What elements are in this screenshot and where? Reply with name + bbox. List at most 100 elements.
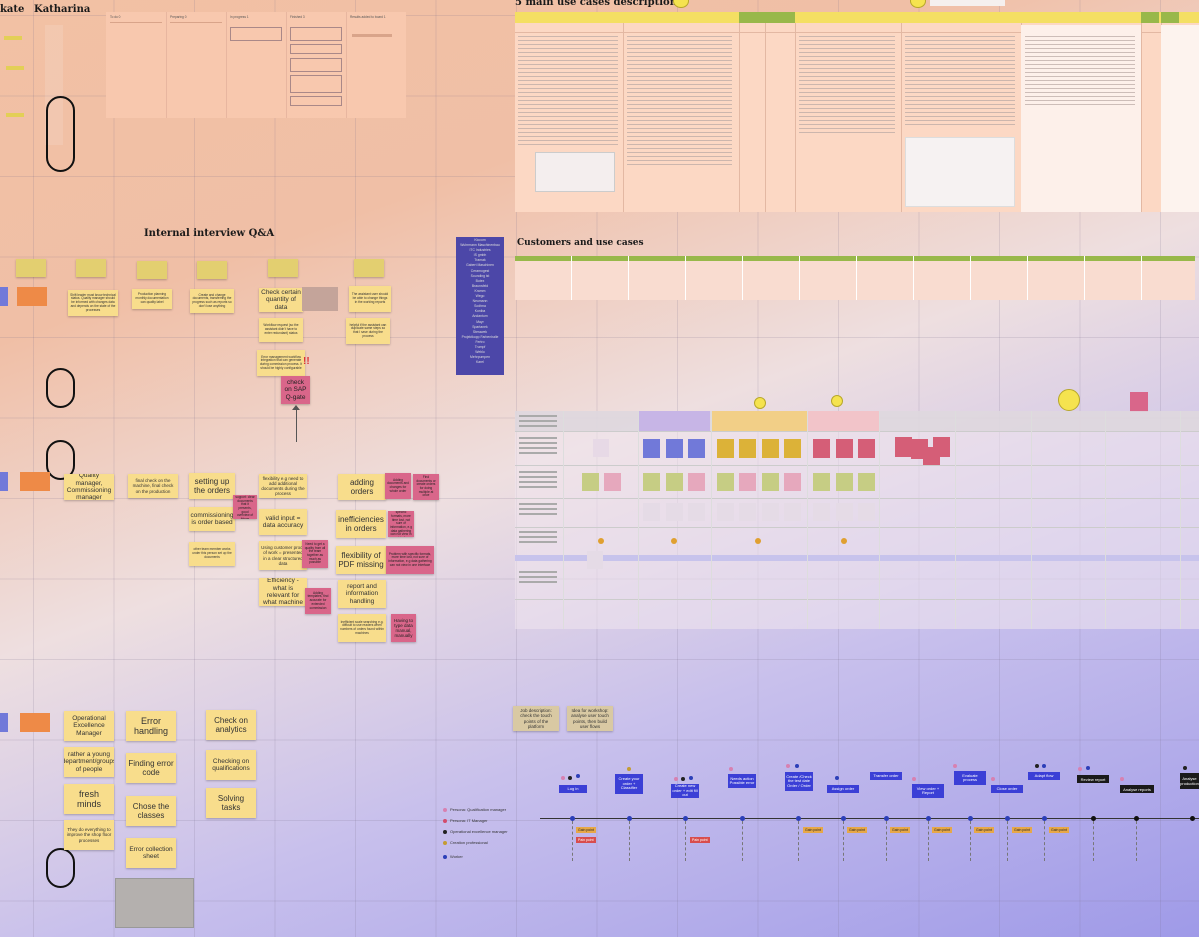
gain-point-tag[interactable]: Gain point bbox=[974, 827, 994, 833]
sticky-note-pink[interactable]: The tool support: clear documents that i… bbox=[233, 495, 257, 519]
customer-list-item[interactable]: Projektkopp Farbenhalle bbox=[461, 334, 499, 339]
sticky-note[interactable]: Operational Excellence Manager bbox=[64, 711, 114, 741]
sticky-note[interactable]: flexibility e.g need to add additional d… bbox=[259, 474, 307, 498]
header-sticky[interactable] bbox=[137, 261, 167, 279]
image-thumbnail[interactable] bbox=[302, 287, 338, 311]
customer-list-item[interactable]: Weblo bbox=[475, 350, 485, 355]
sticky-note-pink[interactable]: Find documents or create orders for doin… bbox=[413, 474, 439, 500]
oval-shape[interactable] bbox=[46, 440, 75, 480]
sticky-note[interactable]: They do everything to improve the shop f… bbox=[64, 820, 114, 850]
customer-list-item[interactable]: Tramak bbox=[474, 258, 486, 263]
sticky-note[interactable]: inefficiencies in orders bbox=[336, 510, 386, 538]
gain-point-tag[interactable]: Gain point bbox=[847, 827, 867, 833]
sticky-note[interactable]: Create and change documents, transferrin… bbox=[190, 289, 234, 313]
journey-step[interactable]: Create new order + edit fill out bbox=[671, 783, 699, 798]
sticky-note[interactable]: setting up the orders bbox=[189, 473, 235, 499]
kanban-card[interactable] bbox=[290, 58, 342, 72]
oval-shape[interactable] bbox=[46, 368, 75, 408]
customer-list-item[interactable]: Andantum bbox=[472, 314, 488, 319]
header-sticky[interactable] bbox=[197, 261, 227, 279]
sticky-note-pink[interactable]: Problem with specific formats, more time… bbox=[386, 546, 434, 574]
sticky-note[interactable]: rather a young department/groups of peop… bbox=[64, 747, 114, 777]
sticky-note[interactable]: Solving tasks bbox=[206, 788, 256, 818]
header-sticky[interactable] bbox=[76, 259, 106, 277]
journey-step[interactable]: Assign order bbox=[827, 785, 859, 793]
journey-step[interactable]: Adapt flow bbox=[1028, 772, 1060, 780]
customer-list[interactable]: Klocom Wuhrmann Maschinenbau ITC Industrie… bbox=[456, 237, 504, 375]
sticky-note-pink[interactable]: Adding documents and changes for whole o… bbox=[385, 473, 411, 499]
photo-thumbnail[interactable] bbox=[115, 878, 194, 928]
customer-list-item[interactable]: Sterawek bbox=[472, 329, 488, 334]
sticky-note[interactable]: report and information handling bbox=[338, 580, 386, 608]
kanban-card[interactable] bbox=[290, 96, 342, 106]
kanban-card[interactable] bbox=[230, 27, 282, 41]
customers-table[interactable] bbox=[515, 256, 1195, 300]
customer-list-item[interactable]: Trumpf bbox=[474, 344, 486, 349]
sticky-note-pink[interactable]: Problem with specific formats, more time… bbox=[388, 511, 414, 537]
gain-point-tag[interactable]: Gain point bbox=[803, 827, 823, 833]
sticky-note[interactable]: Error management workflow integration th… bbox=[257, 350, 305, 376]
pain-point-tag[interactable]: Pain point bbox=[576, 837, 596, 843]
gain-point-tag[interactable]: Gain point bbox=[890, 827, 910, 833]
sticky-note-pink[interactable]: Having to type data manual, manually bbox=[391, 614, 416, 642]
kanban-board[interactable]: To do 0 Preparing 0 In progress 1 Finish… bbox=[106, 12, 406, 118]
diagram-thumbnail[interactable] bbox=[535, 152, 615, 192]
sticky-note[interactable]: commissioning is order based bbox=[189, 507, 235, 531]
customer-list-item[interactable]: Ceramogest bbox=[470, 268, 490, 273]
journey-step[interactable]: Log in bbox=[559, 785, 587, 793]
oval-shape[interactable] bbox=[46, 96, 75, 172]
sticky-note[interactable]: valid input = data accuracy bbox=[259, 509, 307, 535]
sticky-note[interactable]: Idea for workshop: analyse user touch po… bbox=[567, 706, 613, 731]
journey-step[interactable]: Evaluate process bbox=[954, 771, 986, 785]
sticky-note[interactable]: adding orders bbox=[338, 474, 386, 500]
sticky-note[interactable]: helpful if the assistant can duplicate s… bbox=[346, 318, 390, 344]
gain-point-tag[interactable]: Gain point bbox=[576, 827, 596, 833]
customer-list-item[interactable]: Koniba bbox=[474, 309, 486, 314]
customer-list-item[interactable]: Sodtma bbox=[474, 304, 486, 309]
customer-list-item[interactable]: IS gmbh bbox=[473, 253, 487, 258]
sticky-note[interactable]: Efficiency - what is relevant for what m… bbox=[259, 578, 307, 606]
customer-list-item[interactable]: Spartanek bbox=[472, 324, 488, 329]
journey-step[interactable]: Create /Check the test date Order / Orde… bbox=[785, 772, 813, 791]
journey-step[interactable]: Review report bbox=[1077, 775, 1109, 783]
sticky-note[interactable]: final check on the machine, final check … bbox=[128, 474, 178, 498]
kanban-card[interactable] bbox=[290, 27, 342, 41]
sticky-note[interactable]: fresh minds bbox=[64, 784, 114, 814]
sticky-note[interactable]: Checking on qualifications bbox=[206, 750, 256, 780]
sticky-note[interactable]: Finding error code bbox=[126, 753, 176, 783]
matrix-table[interactable] bbox=[515, 411, 1199, 629]
sticky-note[interactable]: Check certain quantity of data bbox=[259, 288, 303, 312]
journey-step[interactable]: Create your order + Classifier bbox=[615, 774, 643, 794]
sticky-note[interactable]: The assistant user should be able to cha… bbox=[349, 286, 391, 312]
journey-step[interactable]: Close order bbox=[991, 785, 1023, 793]
oval-shape[interactable] bbox=[46, 848, 75, 888]
gain-point-tag[interactable]: Gain point bbox=[932, 827, 952, 833]
diagram-thumbnail[interactable] bbox=[905, 137, 1015, 207]
customer-list-item[interactable]: Kramm bbox=[474, 288, 486, 293]
sticky-note[interactable]: Using customer proce of work = presented… bbox=[259, 541, 307, 570]
kanban-card[interactable] bbox=[290, 75, 342, 93]
customer-list-item[interactable]: Mayr bbox=[476, 319, 484, 324]
customer-list-item[interactable]: Neumann bbox=[472, 299, 488, 304]
customer-list-item[interactable]: Gabert Maschinen bbox=[466, 263, 494, 268]
journey-step[interactable]: Transfer order bbox=[870, 772, 902, 780]
header-sticky[interactable] bbox=[354, 259, 384, 277]
sticky-note-pink[interactable]: check on SAP Q-gate bbox=[281, 376, 310, 404]
customer-list-item[interactable]: Klocom bbox=[474, 238, 486, 242]
use-case-table[interactable] bbox=[515, 12, 1199, 212]
sticky-pink[interactable] bbox=[1130, 392, 1148, 412]
customer-list-item[interactable]: Butex bbox=[475, 278, 485, 283]
journey-step[interactable]: Needs action Possible error bbox=[728, 774, 756, 788]
header-sticky[interactable] bbox=[268, 259, 298, 277]
journey-step[interactable]: View order + Report bbox=[912, 784, 944, 798]
sticky-note[interactable]: Quality manager, Commissioning manager bbox=[64, 474, 114, 500]
sticky-note[interactable]: Inefficient scale searching e.g. difficu… bbox=[338, 614, 386, 642]
kanban-card[interactable] bbox=[290, 44, 342, 54]
sticky-note[interactable]: Check on analytics bbox=[206, 710, 256, 740]
sticky-note-pink[interactable]: Adding templates, find accurate for exte… bbox=[305, 588, 331, 614]
sticky-note-pink[interactable]: Need to get a quality from all the team … bbox=[302, 540, 328, 568]
customer-list-item[interactable]: Wego bbox=[475, 294, 485, 299]
sticky-note[interactable]: Error collection sheet bbox=[126, 838, 176, 868]
sticky-note[interactable]: Job description: check the touch points … bbox=[513, 706, 559, 731]
sticky-note[interactable]: flexibility of PDF missing bbox=[336, 546, 386, 574]
